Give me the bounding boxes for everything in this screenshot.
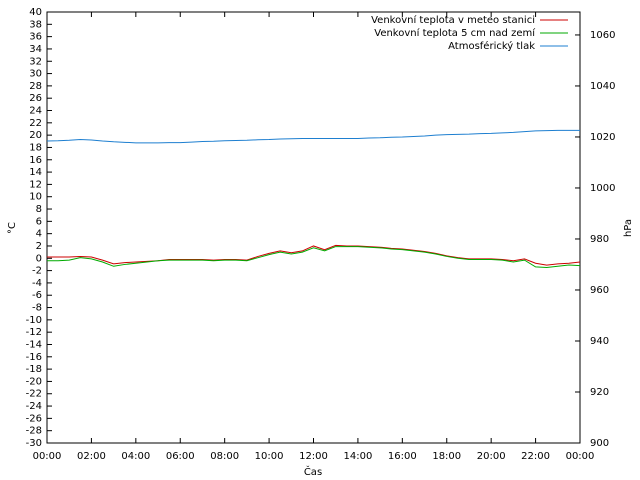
y-tick-label: -24 [26, 401, 42, 412]
x-tick-label: 10:00 [255, 451, 284, 462]
y2-tick-label: 1020 [590, 132, 615, 143]
x-tick-label: 14:00 [344, 451, 373, 462]
y2-tick-label: 900 [590, 438, 609, 449]
y-tick-label: 22 [29, 118, 42, 129]
y-tick-label: -20 [26, 376, 42, 387]
y-tick-label: 8 [36, 204, 42, 215]
y-tick-label: -14 [26, 339, 42, 350]
y-tick-label: 10 [29, 192, 42, 203]
y-tick-label: 0 [36, 253, 42, 264]
y2-tick-label: 1060 [590, 30, 615, 41]
series-line [47, 244, 581, 266]
x-tick-label: 04:00 [121, 451, 150, 462]
legend-label: Venkovní teplota 5 cm nad zemí [374, 27, 536, 39]
x-tick-label: 00:00 [33, 451, 62, 462]
x-tick-label: 22:00 [521, 451, 550, 462]
legend-label: Venkovní teplota v meteo stanici [371, 14, 535, 26]
y-tick-label: -30 [26, 438, 42, 449]
y2-tick-label: 980 [590, 234, 609, 245]
x-tick-label: 08:00 [210, 451, 239, 462]
x-tick-label: 20:00 [477, 451, 506, 462]
y-axis-label: °C [7, 222, 18, 234]
x-tick-label: 02:00 [77, 451, 106, 462]
y-tick-label: 40 [29, 7, 42, 18]
y-tick-label: -28 [26, 426, 42, 437]
y-tick-label: 4 [36, 229, 42, 240]
y-tick-label: 6 [36, 216, 42, 227]
y2-axis-label: hPa [623, 219, 634, 237]
y-tick-label: -18 [26, 364, 42, 375]
y2-tick-label: 1000 [590, 183, 615, 194]
y-tick-label: 20 [29, 130, 42, 141]
x-tick-label: 18:00 [432, 451, 461, 462]
x-tick-label: 00:00 [566, 451, 595, 462]
series-line [46, 129, 580, 144]
y-tick-label: 14 [29, 167, 42, 178]
y-tick-label: 16 [29, 155, 42, 166]
y-tick-label: -12 [26, 327, 42, 338]
y-tick-label: -16 [26, 352, 42, 363]
y-tick-label: 36 [29, 32, 42, 43]
y-tick-label: -4 [32, 278, 42, 289]
y-tick-label: 28 [29, 81, 42, 92]
y-tick-label: 24 [29, 106, 42, 117]
x-tick-label: 16:00 [388, 451, 417, 462]
y-tick-label: 38 [29, 19, 42, 30]
y-tick-label: 32 [29, 56, 42, 67]
y-tick-label: 30 [29, 69, 42, 80]
y2-tick-label: 920 [590, 387, 609, 398]
y-tick-label: 2 [36, 241, 42, 252]
y-tick-label: -6 [32, 290, 42, 301]
y-tick-label: -10 [26, 315, 42, 326]
x-tick-label: 06:00 [166, 451, 195, 462]
y-tick-label: -26 [26, 413, 42, 424]
y-tick-label: 34 [29, 44, 42, 55]
y-tick-label: -22 [26, 389, 42, 400]
y-tick-label: -8 [32, 303, 42, 314]
series-line [47, 246, 581, 269]
legend-label: Atmosférický tlak [448, 40, 535, 52]
y-tick-label: -2 [32, 266, 42, 277]
y2-tick-label: 1040 [590, 81, 615, 92]
plot-frame [46, 11, 581, 444]
y2-tick-label: 940 [590, 336, 609, 347]
y-tick-label: 18 [29, 142, 42, 153]
y2-tick-label: 960 [590, 285, 609, 296]
y-tick-label: 26 [29, 93, 42, 104]
x-axis-label: Čas [304, 465, 322, 478]
x-tick-label: 12:00 [299, 451, 328, 462]
y-tick-label: 12 [29, 179, 42, 190]
